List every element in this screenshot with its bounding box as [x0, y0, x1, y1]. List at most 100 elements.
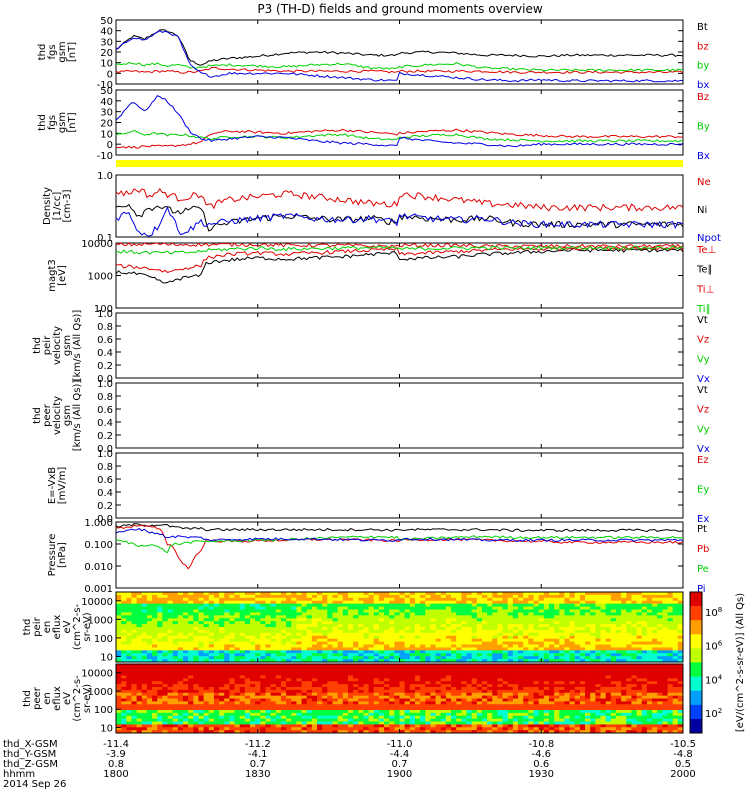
heat-cell: [389, 684, 395, 688]
heat-cell: [435, 629, 442, 634]
heat-cell: [404, 695, 411, 699]
heat-cell: [234, 632, 241, 637]
heat-cell: [512, 592, 519, 596]
heat-cell: [358, 687, 364, 691]
heat-cell: [476, 629, 483, 634]
heat-cell: [322, 641, 328, 645]
heat-cell: [358, 635, 364, 640]
heat-cell: [414, 592, 421, 596]
heat-cell: [378, 718, 385, 722]
y-tick-label: 1.0: [97, 309, 113, 320]
heat-cell: [141, 653, 148, 657]
heat-cell: [322, 618, 328, 622]
heat-cell: [502, 730, 509, 734]
heat-cell: [621, 597, 627, 602]
heat-cell: [518, 687, 524, 691]
heat-cell: [677, 659, 684, 663]
heat-cell: [208, 656, 215, 660]
heat-cell: [167, 635, 174, 640]
heat-cell: [239, 707, 246, 711]
heat-cell: [136, 695, 143, 699]
heat-cell: [518, 612, 524, 616]
heat-cell: [193, 669, 199, 674]
heat-cell: [172, 606, 179, 610]
heat-cell: [574, 597, 581, 602]
heat-cell: [435, 689, 442, 694]
heat-cell: [574, 609, 581, 613]
heat-cell: [322, 629, 328, 634]
heat-cell: [239, 684, 246, 688]
heat-cell: [657, 632, 663, 637]
heat-cell: [425, 710, 431, 714]
heat-cell: [409, 692, 416, 697]
heat-cell: [327, 594, 333, 599]
heat-cell: [208, 698, 215, 702]
heat-cell: [481, 712, 488, 717]
heat-cell: [378, 627, 385, 631]
heat-cell: [378, 666, 385, 671]
heat-cell: [280, 650, 287, 654]
heat-cell: [116, 659, 122, 663]
heat-cell: [126, 653, 132, 657]
heat-cell: [481, 618, 488, 622]
heat-cell: [136, 600, 143, 605]
heat-cell: [538, 664, 545, 668]
heat-cell: [121, 695, 127, 699]
heat-cell: [306, 612, 313, 616]
heat-cell: [193, 638, 199, 642]
plot-frame: [115, 174, 684, 238]
heat-cell: [574, 650, 581, 654]
heat-cell: [141, 710, 148, 714]
y-axis-label-line: gsm: [57, 112, 68, 133]
heat-cell: [512, 621, 519, 625]
heat-cell: [286, 724, 292, 728]
heat-cell: [219, 710, 225, 714]
heat-cell: [420, 592, 426, 596]
heat-cell: [518, 656, 524, 660]
heat-cell: [487, 629, 493, 634]
heat-cell: [548, 597, 555, 602]
heat-cell: [265, 727, 272, 731]
heat-cell: [286, 592, 292, 596]
heat-cell: [213, 632, 220, 637]
heat-cell: [523, 704, 529, 708]
heat-cell: [358, 724, 364, 728]
heat-cell: [394, 687, 400, 691]
heat-cell: [177, 621, 184, 625]
heat-cell: [353, 627, 359, 631]
heat-cell: [234, 597, 241, 602]
heat-cell: [440, 710, 447, 714]
heat-cell: [456, 701, 462, 705]
heat-cell: [507, 701, 514, 705]
heat-cell: [569, 618, 576, 622]
heat-cell: [146, 632, 153, 637]
y-axis-label-line: velocity: [52, 326, 63, 365]
heat-cell: [208, 721, 215, 725]
heat-cell: [492, 600, 498, 605]
heat-cell: [141, 594, 148, 599]
heat-cell: [420, 638, 426, 642]
heat-cell: [291, 710, 297, 714]
heat-cell: [219, 689, 225, 694]
heat-cell: [146, 701, 153, 705]
heat-cell: [157, 644, 163, 648]
heat-cell: [543, 710, 550, 714]
heat-cell: [420, 689, 426, 694]
heat-cell: [131, 724, 138, 728]
heat-cell: [234, 727, 241, 731]
heat-cell: [342, 721, 349, 725]
heat-cell: [497, 692, 503, 697]
heat-cell: [177, 624, 184, 628]
heat-cell: [610, 650, 617, 654]
heat-cell: [121, 618, 127, 622]
heat-cell: [626, 644, 632, 648]
heat-cell: [157, 692, 163, 697]
heat-cell: [373, 594, 380, 599]
heat-cell: [600, 597, 607, 602]
heat-cell: [213, 644, 220, 648]
heat-cell: [234, 609, 241, 613]
heat-cell: [626, 656, 632, 660]
heat-cell: [430, 664, 436, 668]
heat-cell: [280, 710, 287, 714]
heat-cell: [208, 624, 215, 628]
